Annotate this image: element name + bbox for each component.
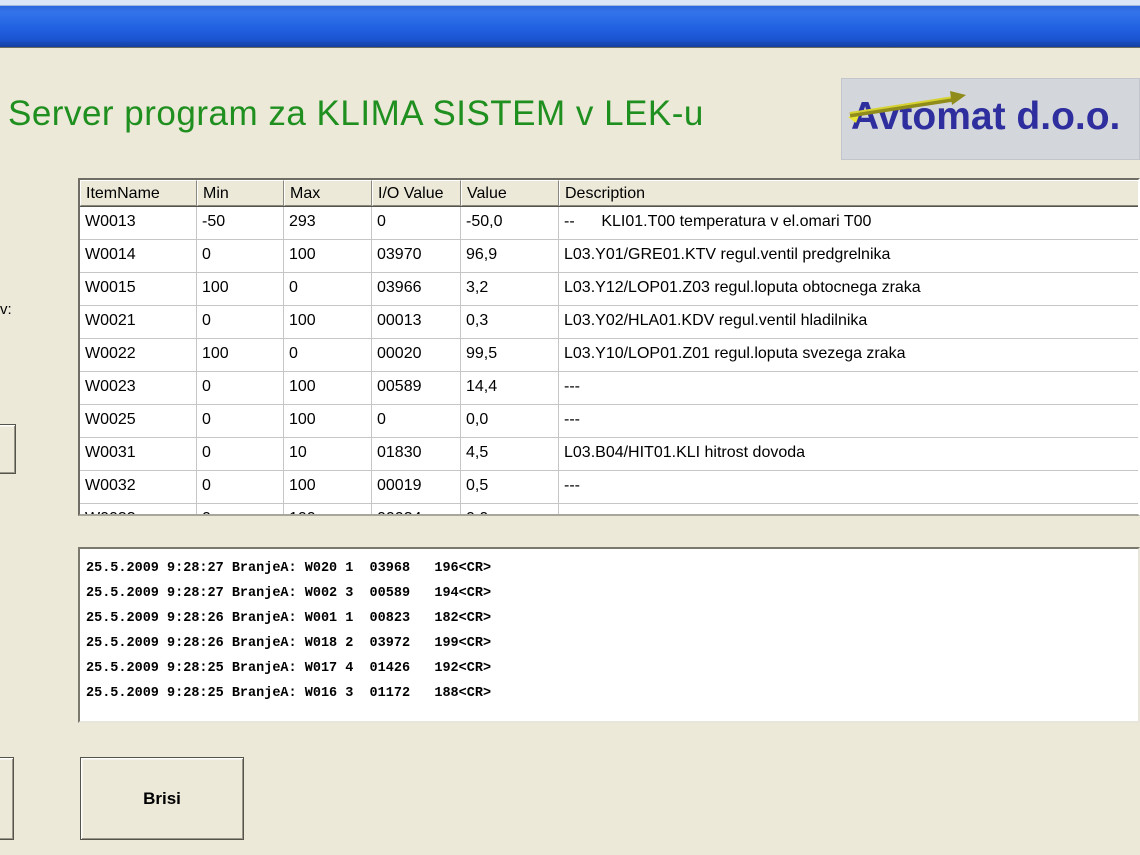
column-header-io-value[interactable]: I/O Value (372, 180, 461, 206)
table-header-row: ItemName Min Max I/O Value Value Descrip… (80, 180, 1138, 207)
table-row[interactable]: W0014 0 100 03970 96,9 L03.Y01/GRE01.KTV… (80, 240, 1138, 273)
cell-description: -- KLI01.T00 temperatura v el.omari T00 (564, 213, 872, 230)
table-row[interactable]: W0013 -50 293 0 -50,0 -- KLI01.T00 tempe… (80, 207, 1138, 240)
cell-value: 0,0 (461, 504, 559, 514)
table-row-clipped[interactable]: W0033 0 100 00034 0,0 (80, 504, 1138, 514)
cell-description: --- (564, 411, 580, 428)
cell-itemname: W0032 (80, 471, 197, 503)
table-body: W0013 -50 293 0 -50,0 -- KLI01.T00 tempe… (80, 207, 1138, 514)
cell-max: 100 (284, 504, 372, 514)
cell-itemname: W0015 (80, 273, 197, 305)
cell-description: L03.Y02/HLA01.KDV regul.ventil hladilnik… (564, 312, 868, 329)
cell-io-value: 03970 (372, 240, 461, 272)
cell-io-value: 00013 (372, 306, 461, 338)
column-header-itemname[interactable]: ItemName (80, 180, 197, 206)
brisi-button[interactable]: Brisi (80, 757, 244, 840)
cell-max: 100 (284, 471, 372, 503)
cell-description: L03.Y10/LOP01.Z01 regul.loputa svezega z… (564, 345, 906, 362)
cell-min: 0 (197, 306, 284, 338)
cell-min: 0 (197, 504, 284, 514)
column-header-max[interactable]: Max (284, 180, 372, 206)
clipped-button-middle[interactable] (0, 424, 16, 474)
cell-value: 0,3 (461, 306, 559, 338)
clipped-label: v: (0, 301, 12, 318)
table-row[interactable]: W0023 0 100 00589 14,4 --- (80, 372, 1138, 405)
cell-min: 0 (197, 372, 284, 404)
cell-max: 0 (284, 273, 372, 305)
cell-value: 99,5 (461, 339, 559, 371)
cell-io-value: 00019 (372, 471, 461, 503)
cell-itemname: W0023 (80, 372, 197, 404)
cell-value: 0,5 (461, 471, 559, 503)
log-line: 25.5.2009 9:28:27 BranjeA: W002 3 00589 … (86, 586, 492, 601)
cell-max: 100 (284, 306, 372, 338)
cell-min: 0 (197, 405, 284, 437)
log-textarea[interactable]: 25.5.2009 9:28:27 BranjeA: W020 1 03968 … (78, 547, 1140, 723)
column-header-min[interactable]: Min (197, 180, 284, 206)
logo-arrow-icon (848, 91, 966, 123)
cell-description: --- (564, 477, 580, 494)
log-line: 25.5.2009 9:28:27 BranjeA: W020 1 03968 … (86, 561, 492, 576)
cell-value: 14,4 (461, 372, 559, 404)
cell-max: 10 (284, 438, 372, 470)
table-row[interactable]: W0025 0 100 0 0,0 --- (80, 405, 1138, 438)
table-row[interactable]: W0022 100 0 00020 99,5 L03.Y10/LOP01.Z01… (80, 339, 1138, 372)
cell-max: 0 (284, 339, 372, 371)
cell-min: 0 (197, 240, 284, 272)
log-line: 25.5.2009 9:28:25 BranjeA: W017 4 01426 … (86, 661, 492, 676)
page-title: Server program za KLIMA SISTEM v LEK-u (8, 94, 704, 133)
cell-io-value: 00034 (372, 504, 461, 514)
cell-io-value: 00020 (372, 339, 461, 371)
cell-io-value: 01830 (372, 438, 461, 470)
log-line: 25.5.2009 9:28:26 BranjeA: W001 1 00823 … (86, 611, 492, 626)
cell-min: 0 (197, 438, 284, 470)
log-line: 25.5.2009 9:28:26 BranjeA: W018 2 03972 … (86, 636, 492, 651)
cell-itemname: W0033 (80, 504, 197, 514)
window-titlebar[interactable] (0, 6, 1140, 48)
company-logo-text: Avtomat d.o.o. (851, 95, 1121, 138)
cell-io-value: 0 (372, 405, 461, 437)
cell-min: 100 (197, 273, 284, 305)
cell-min: 100 (197, 339, 284, 371)
cell-itemname: W0031 (80, 438, 197, 470)
cell-max: 293 (284, 207, 372, 239)
table-row[interactable]: W0021 0 100 00013 0,3 L03.Y02/HLA01.KDV … (80, 306, 1138, 339)
cell-value: -50,0 (461, 207, 559, 239)
cell-io-value: 03966 (372, 273, 461, 305)
cell-description: L03.B04/HIT01.KLI hitrost dovoda (564, 444, 806, 461)
cell-description: L03.Y01/GRE01.KTV regul.ventil predgreln… (564, 246, 891, 263)
cell-io-value: 0 (372, 207, 461, 239)
company-logo: Avtomat d.o.o. (841, 78, 1140, 160)
table-row[interactable]: W0031 0 10 01830 4,5 L03.B04/HIT01.KLI h… (80, 438, 1138, 471)
window-edge-strip (0, 0, 1140, 6)
cell-min: -50 (197, 207, 284, 239)
cell-max: 100 (284, 240, 372, 272)
cell-value: 0,0 (461, 405, 559, 437)
cell-description: L03.Y12/LOP01.Z03 regul.loputa obtocnega… (564, 279, 921, 296)
cell-itemname: W0025 (80, 405, 197, 437)
log-line: 25.5.2009 9:28:25 BranjeA: W016 3 01172 … (86, 686, 492, 701)
cell-io-value: 00589 (372, 372, 461, 404)
cell-itemname: W0013 (80, 207, 197, 239)
cell-description: --- (564, 378, 580, 395)
column-header-description[interactable]: Description (559, 180, 1138, 206)
cell-value: 3,2 (461, 273, 559, 305)
cell-itemname: W0014 (80, 240, 197, 272)
cell-max: 100 (284, 372, 372, 404)
cell-max: 100 (284, 405, 372, 437)
table-row[interactable]: W0032 0 100 00019 0,5 --- (80, 471, 1138, 504)
table-row[interactable]: W0015 100 0 03966 3,2 L03.Y12/LOP01.Z03 … (80, 273, 1138, 306)
clipped-button-bottom[interactable] (0, 757, 14, 840)
cell-value: 4,5 (461, 438, 559, 470)
cell-description (559, 504, 1138, 514)
column-header-value[interactable]: Value (461, 180, 559, 206)
cell-value: 96,9 (461, 240, 559, 272)
cell-itemname: W0022 (80, 339, 197, 371)
cell-min: 0 (197, 471, 284, 503)
cell-itemname: W0021 (80, 306, 197, 338)
items-table: ItemName Min Max I/O Value Value Descrip… (78, 178, 1140, 516)
